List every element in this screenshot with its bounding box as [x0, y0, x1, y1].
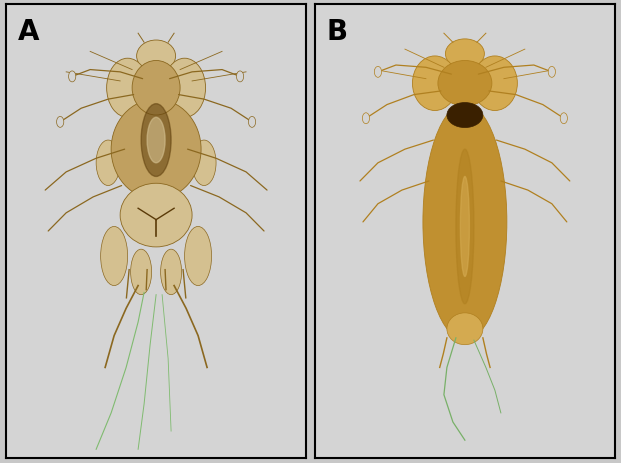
Circle shape: [363, 113, 369, 125]
Ellipse shape: [111, 100, 201, 200]
Ellipse shape: [161, 250, 181, 295]
Ellipse shape: [412, 57, 458, 111]
Ellipse shape: [438, 61, 492, 106]
Ellipse shape: [96, 141, 120, 186]
Text: A: A: [18, 18, 40, 46]
Circle shape: [57, 117, 64, 128]
Ellipse shape: [141, 105, 171, 177]
Circle shape: [248, 117, 256, 128]
Circle shape: [68, 72, 76, 83]
Ellipse shape: [101, 227, 128, 286]
Ellipse shape: [447, 313, 483, 345]
Circle shape: [374, 67, 381, 78]
Text: B: B: [327, 18, 348, 46]
Ellipse shape: [184, 227, 212, 286]
Ellipse shape: [460, 177, 469, 277]
Ellipse shape: [473, 57, 517, 111]
Ellipse shape: [137, 41, 176, 73]
Ellipse shape: [456, 150, 474, 304]
Circle shape: [548, 67, 555, 78]
Ellipse shape: [447, 103, 483, 128]
Ellipse shape: [132, 61, 180, 116]
Ellipse shape: [120, 184, 192, 247]
Circle shape: [560, 113, 568, 125]
Ellipse shape: [445, 40, 484, 69]
Ellipse shape: [130, 250, 152, 295]
Ellipse shape: [163, 59, 206, 118]
Ellipse shape: [107, 59, 148, 118]
Ellipse shape: [147, 118, 165, 163]
Ellipse shape: [423, 105, 507, 340]
Circle shape: [237, 72, 243, 83]
Ellipse shape: [192, 141, 216, 186]
